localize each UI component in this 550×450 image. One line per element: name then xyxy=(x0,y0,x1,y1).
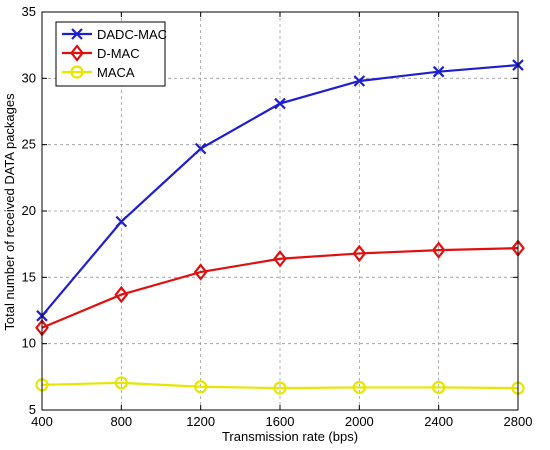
axis-ticks: 400 800 1200 1600 2000 2400 2800 5 10 15 20 25 30 35 xyxy=(22,4,533,429)
legend: DADC-MAC D-MAC MACA xyxy=(55,21,167,87)
x-tick-label: 400 xyxy=(31,414,53,429)
legend-swatch-d-mac xyxy=(62,44,92,62)
legend-swatch-dadc-mac xyxy=(62,28,92,40)
y-tick-label: 30 xyxy=(22,70,36,85)
legend-label-maca: MACA xyxy=(97,65,135,80)
legend-label-dadc-mac: DADC-MAC xyxy=(97,27,167,42)
x-tick-label: 2800 xyxy=(504,414,533,429)
x-tick-label: 800 xyxy=(110,414,132,429)
x-tick-label: 2000 xyxy=(345,414,374,429)
data-point xyxy=(114,376,128,390)
data-point xyxy=(114,285,129,304)
y-tick-label: 15 xyxy=(22,269,36,284)
series-dadc-mac xyxy=(36,59,524,322)
data-point xyxy=(115,215,128,228)
data-point xyxy=(274,97,286,110)
y-axis-label: Total number of received DATA packages xyxy=(2,93,17,331)
legend-marker xyxy=(71,28,83,40)
legend-item-dadc-mac: DADC-MAC xyxy=(62,27,167,42)
legend-item-d-mac: D-MAC xyxy=(62,44,140,62)
legend-marker xyxy=(70,65,84,79)
y-tick-label: 5 xyxy=(29,402,36,417)
data-point xyxy=(193,263,208,281)
data-point xyxy=(431,241,446,259)
data-point xyxy=(432,380,446,395)
data-point xyxy=(352,380,366,395)
series-line xyxy=(41,247,519,329)
y-tick-label: 25 xyxy=(22,137,36,152)
x-tick-label: 1600 xyxy=(266,414,295,429)
y-tick-label: 10 xyxy=(22,336,36,351)
y-tick-label: 20 xyxy=(22,203,36,218)
data-point xyxy=(194,380,208,394)
x-axis-label: Transmission rate (bps) xyxy=(222,429,358,444)
data-point xyxy=(432,65,445,78)
y-tick-label: 35 xyxy=(22,4,36,19)
data-point xyxy=(194,142,207,155)
x-tick-label: 2400 xyxy=(424,414,453,429)
data-point xyxy=(273,249,287,268)
grid-lines xyxy=(42,12,518,410)
legend-label-d-mac: D-MAC xyxy=(97,46,140,61)
series-d-mac xyxy=(35,239,525,337)
series-line xyxy=(41,381,519,390)
data-point xyxy=(273,381,287,395)
data-point xyxy=(353,75,366,87)
data-point xyxy=(352,244,367,263)
x-tick-label: 1200 xyxy=(186,414,215,429)
legend-marker xyxy=(70,44,84,62)
legend-swatch-maca xyxy=(62,65,92,79)
legend-item-maca: MACA xyxy=(62,65,135,80)
